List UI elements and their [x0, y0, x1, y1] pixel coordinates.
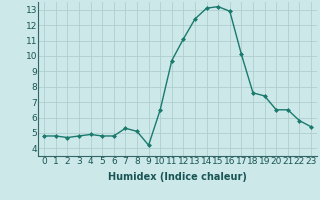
X-axis label: Humidex (Indice chaleur): Humidex (Indice chaleur): [108, 172, 247, 182]
